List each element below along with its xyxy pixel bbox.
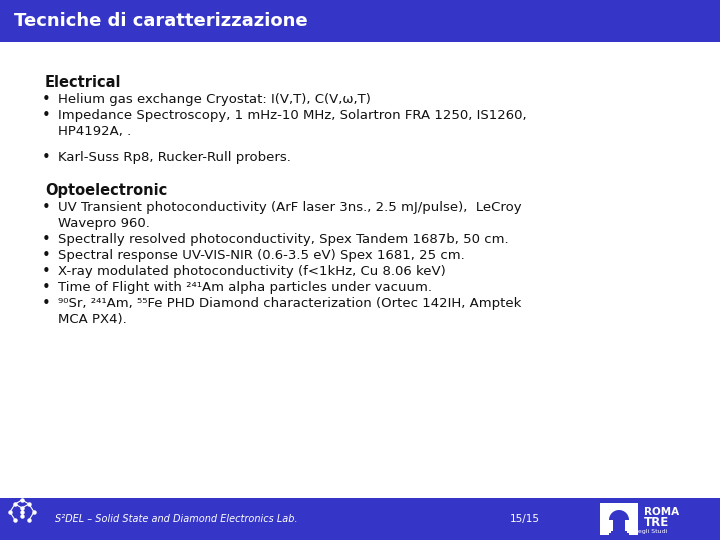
Text: ROMA: ROMA xyxy=(644,507,679,517)
Text: •: • xyxy=(42,108,50,123)
Text: •: • xyxy=(42,248,50,263)
Text: Università degli Studi: Università degli Studi xyxy=(600,529,667,534)
Text: TRE: TRE xyxy=(644,516,670,529)
Text: MCA PX4).: MCA PX4). xyxy=(58,313,127,326)
Text: •: • xyxy=(42,200,50,215)
Text: ⁹⁰Sr, ²⁴¹Am, ⁵⁵Fe PHD Diamond characterization (Ortec 142IH, Amptek: ⁹⁰Sr, ²⁴¹Am, ⁵⁵Fe PHD Diamond characteri… xyxy=(58,297,521,310)
Text: Spectrally resolved photoconductivity, Spex Tandem 1687b, 50 cm.: Spectrally resolved photoconductivity, S… xyxy=(58,233,508,246)
Text: •: • xyxy=(42,150,50,165)
Text: •: • xyxy=(42,296,50,311)
Text: S²DEL – Solid State and Diamond Electronics Lab.: S²DEL – Solid State and Diamond Electron… xyxy=(55,514,297,524)
Text: Impedance Spectroscopy, 1 mHz-10 MHz, Solartron FRA 1250, IS1260,: Impedance Spectroscopy, 1 mHz-10 MHz, So… xyxy=(58,109,526,122)
Text: Karl-Suss Rp8, Rucker-Rull probers.: Karl-Suss Rp8, Rucker-Rull probers. xyxy=(58,151,291,164)
Bar xyxy=(613,529,625,531)
Bar xyxy=(600,503,638,535)
Bar xyxy=(611,531,627,533)
Text: Electrical: Electrical xyxy=(45,75,122,90)
Text: Wavepro 960.: Wavepro 960. xyxy=(58,217,150,230)
Bar xyxy=(0,498,720,540)
Text: •: • xyxy=(42,92,50,107)
Text: Time of Flight with ²⁴¹Am alpha particles under vacuum.: Time of Flight with ²⁴¹Am alpha particle… xyxy=(58,281,432,294)
Bar xyxy=(0,0,720,42)
Text: Helium gas exchange Cryostat: I(V,T), C(V,ω,T): Helium gas exchange Cryostat: I(V,T), C(… xyxy=(58,93,371,106)
Text: 15/15: 15/15 xyxy=(510,514,540,524)
Text: Tecniche di caratterizzazione: Tecniche di caratterizzazione xyxy=(14,12,307,30)
Text: •: • xyxy=(42,264,50,279)
Text: •: • xyxy=(42,232,50,247)
Wedge shape xyxy=(609,510,629,520)
Text: X-ray modulated photoconductivity (f<1kHz, Cu 8.06 keV): X-ray modulated photoconductivity (f<1kH… xyxy=(58,265,446,278)
Text: UV Transient photoconductivity (ArF laser 3ns., 2.5 mJ/pulse),  LeCroy: UV Transient photoconductivity (ArF lase… xyxy=(58,201,521,214)
Text: Spectral response UV-VIS-NIR (0.6-3.5 eV) Spex 1681, 25 cm.: Spectral response UV-VIS-NIR (0.6-3.5 eV… xyxy=(58,249,464,262)
Text: HP4192A, .: HP4192A, . xyxy=(58,125,131,138)
Text: •: • xyxy=(42,280,50,295)
Text: Optoelectronic: Optoelectronic xyxy=(45,183,167,198)
Bar xyxy=(609,533,629,535)
Bar xyxy=(613,520,625,535)
